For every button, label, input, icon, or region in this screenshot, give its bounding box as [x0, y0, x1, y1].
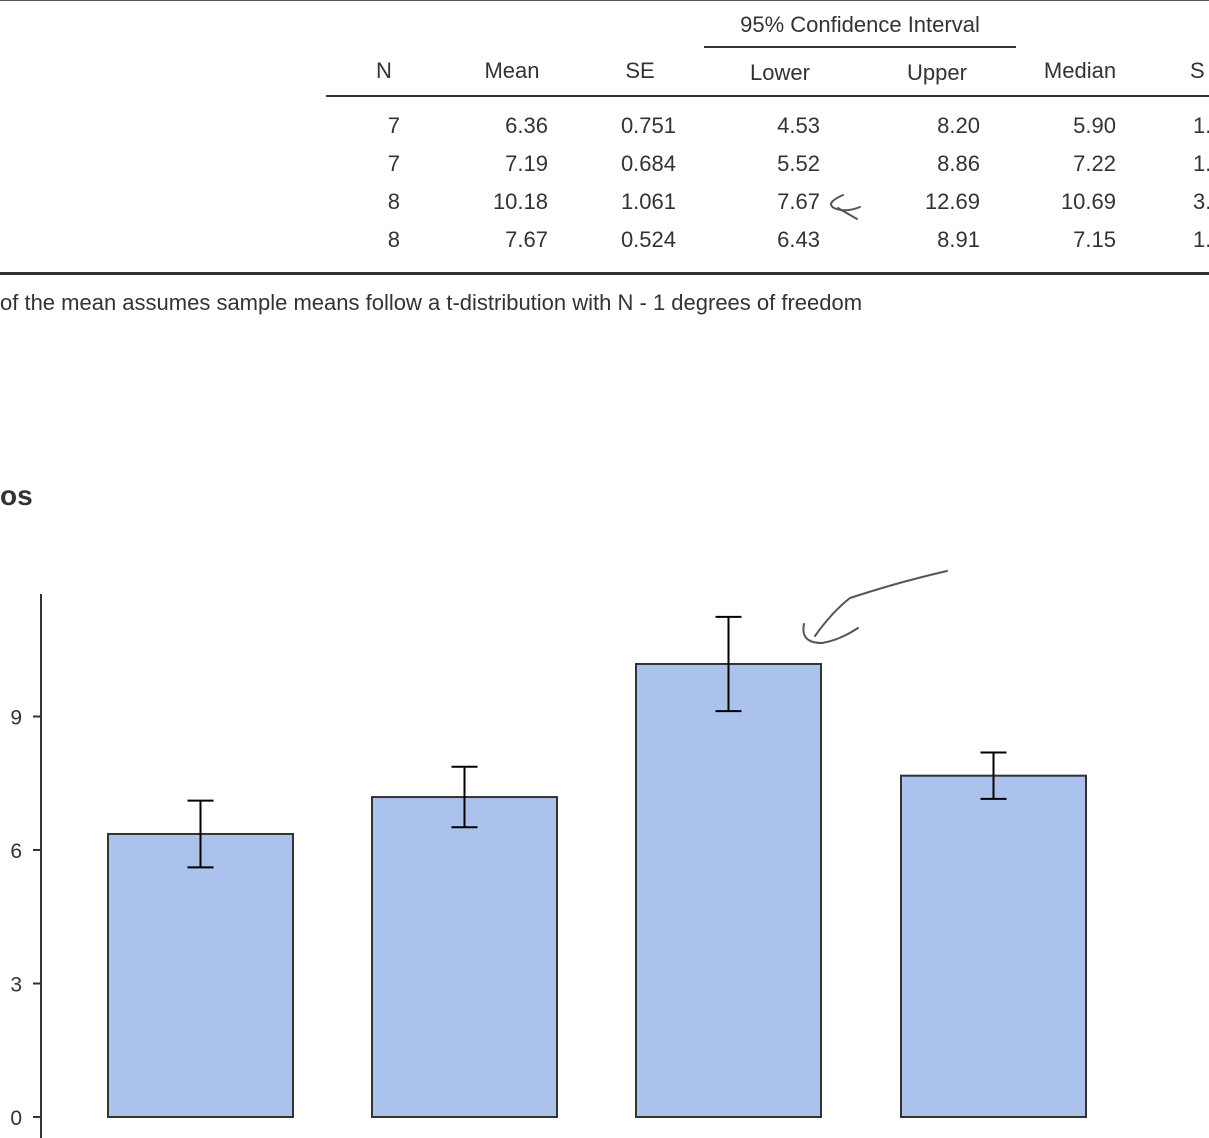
cell-upper: 8.86 — [937, 151, 980, 176]
plot-title: os — [0, 480, 33, 511]
cell-sd: 3. — [1193, 189, 1209, 214]
cell-median: 5.90 — [1073, 113, 1116, 138]
col-header-sd: S — [1190, 58, 1205, 83]
col-header-mean: Mean — [484, 58, 540, 83]
cell-lower: 6.43 — [777, 227, 820, 252]
cell-sd: 1. — [1193, 227, 1209, 252]
col-header-upper: Upper — [907, 60, 967, 85]
bars — [107, 662, 1087, 1119]
table-top-rule — [0, 0, 1209, 1]
cell-se: 1.061 — [620, 189, 676, 214]
cell-lower: 4.53 — [777, 113, 820, 138]
cell-se: 0.524 — [620, 227, 676, 252]
y-tick-label: 3 — [10, 974, 22, 997]
cell-se: 0.751 — [620, 113, 676, 138]
col-header-median: Median — [1043, 58, 1117, 83]
cell-mean: 7.67 — [505, 227, 548, 252]
y-tick-label: 6 — [10, 840, 22, 863]
bar — [900, 774, 1087, 1118]
cell-n: 7 — [387, 113, 400, 138]
table-bottom-rule — [0, 272, 1209, 275]
col-header-n: N — [376, 58, 392, 83]
error-bars — [187, 615, 1007, 869]
cell-median: 10.69 — [1060, 189, 1116, 214]
cell-mean: 10.18 — [492, 189, 548, 214]
cell-n: 8 — [387, 227, 400, 252]
cell-n: 7 — [387, 151, 400, 176]
cell-lower: 7.67 — [777, 189, 820, 214]
y-axis: 0 3 6 9 — [10, 594, 42, 1138]
pen-arrow-table — [830, 194, 861, 220]
cell-lower: 5.52 — [777, 151, 820, 176]
table-header-rule — [326, 95, 1209, 97]
bar — [371, 796, 558, 1118]
cell-se: 0.684 — [620, 151, 676, 176]
cell-mean: 6.36 — [505, 113, 548, 138]
col-header-lower: Lower — [750, 60, 810, 85]
ci-group-header: 95% Confidence Interval — [740, 12, 980, 37]
bar-chart: 0 3 6 9 — [10, 594, 1087, 1138]
cell-median: 7.22 — [1073, 151, 1116, 176]
cell-upper: 12.69 — [924, 189, 980, 214]
y-tick-label: 9 — [10, 707, 22, 730]
bar — [635, 662, 822, 1119]
cell-mean: 7.19 — [505, 151, 548, 176]
y-tick-label: 0 — [10, 1107, 22, 1130]
bar — [107, 832, 294, 1118]
cell-n: 8 — [387, 189, 400, 214]
cell-sd: 1. — [1193, 151, 1209, 176]
table-footnote: of the mean assumes sample means follow … — [0, 290, 863, 315]
cell-upper: 8.20 — [937, 113, 980, 138]
ci-group-underline — [704, 46, 1016, 48]
cell-upper: 8.91 — [937, 227, 980, 252]
col-header-se: SE — [625, 58, 655, 83]
cell-sd: 1. — [1193, 113, 1209, 138]
cell-median: 7.15 — [1073, 227, 1116, 252]
